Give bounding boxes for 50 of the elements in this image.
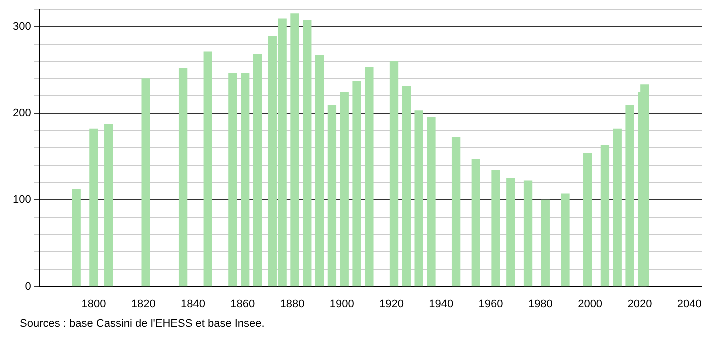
bar [390, 61, 399, 287]
bar [328, 105, 337, 287]
x-tick-label: 1880 [280, 298, 305, 310]
x-tick-label: 1980 [528, 298, 553, 310]
bar [228, 73, 238, 287]
bar [402, 86, 411, 287]
bar [72, 189, 81, 287]
bar [541, 200, 550, 287]
bar [290, 14, 300, 287]
y-tick-label: 300 [12, 20, 32, 33]
y-tick-label: 0 [25, 280, 32, 293]
bar [626, 105, 634, 287]
bar [142, 78, 150, 287]
bar [506, 178, 516, 287]
x-tick-label: 1800 [82, 298, 106, 310]
x-tick-label: 1820 [131, 298, 156, 310]
bar [365, 67, 374, 287]
x-tick-label: 1920 [380, 298, 404, 310]
bar [492, 170, 500, 287]
x-tick-label: 1900 [330, 298, 354, 310]
y-tick-label: 100 [12, 194, 32, 206]
x-tick-label: 1960 [478, 298, 504, 310]
bar [241, 73, 250, 287]
x-tick-label: 1940 [429, 298, 454, 310]
bar [452, 137, 461, 287]
bar [584, 153, 592, 287]
bar [315, 55, 324, 287]
y-tick-label: 200 [12, 108, 32, 120]
bar [472, 159, 480, 287]
bar [104, 124, 114, 287]
bar [352, 81, 362, 287]
x-tick-label: 2040 [677, 298, 702, 310]
bar [613, 128, 622, 287]
bar [253, 54, 262, 287]
x-tick-label: 1860 [230, 298, 256, 310]
bar [414, 110, 424, 287]
x-tick-label: 1840 [180, 298, 206, 310]
bar [561, 194, 570, 287]
bar [340, 92, 349, 287]
bar [90, 128, 98, 287]
bar [600, 145, 610, 287]
source-note: Sources : base Cassini de l'EHESS et base Insee. [20, 318, 265, 330]
bar [178, 68, 188, 287]
bar [524, 180, 533, 287]
bar [427, 118, 436, 287]
x-tick-label: 2020 [628, 298, 652, 310]
x-tick-label: 2000 [578, 298, 603, 310]
bar [303, 20, 312, 287]
bar [640, 84, 650, 287]
bar [204, 52, 212, 287]
